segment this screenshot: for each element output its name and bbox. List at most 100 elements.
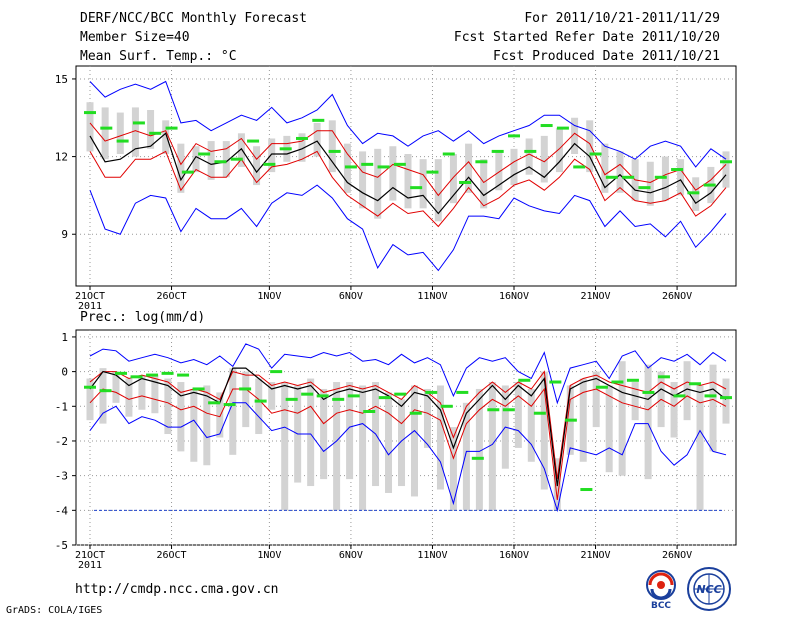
range-bar [385, 392, 393, 493]
range-bar [592, 371, 600, 428]
range-bar [722, 151, 730, 188]
x-year-label: 2011 [78, 301, 102, 312]
range-bar [646, 161, 654, 206]
range-bar [514, 382, 522, 448]
x-tick-label: 11NOV [417, 550, 447, 561]
ncc-logo-text: NCC [696, 583, 721, 596]
range-bar [540, 371, 548, 490]
range-bar [320, 388, 328, 480]
y-tick-label: -1 [55, 400, 68, 413]
y-tick-label: -4 [55, 504, 69, 517]
range-bar [255, 378, 263, 435]
x-tick-label: 16NOV [499, 291, 529, 302]
range-bar [151, 375, 159, 414]
y-tick-label: 0 [61, 366, 68, 379]
range-bar [495, 151, 503, 191]
range-bar [116, 112, 124, 154]
range-bar [177, 143, 185, 193]
range-bar [510, 148, 518, 186]
x-tick-label: 1NOV [257, 291, 281, 302]
range-bar [99, 368, 107, 424]
range-bar [601, 143, 609, 193]
series-line-min [89, 402, 727, 513]
x-tick-label: 11NOV [417, 291, 447, 302]
chart-title: DERF/NCC/BCC Monthly Forecast [80, 11, 307, 26]
panel-title-precip: Prec.: log(mm/d) [80, 310, 205, 325]
y-tick-label: 9 [61, 228, 68, 241]
range-bar [722, 378, 730, 424]
range-bar [525, 138, 533, 175]
range-bar [164, 378, 172, 435]
range-bar [86, 102, 94, 152]
y-tick-label: -5 [55, 539, 68, 552]
x-tick-label: 26NOV [662, 291, 692, 302]
range-bar [419, 159, 427, 209]
range-bar [465, 143, 473, 193]
range-bar [86, 378, 94, 421]
fcst-produced-date: Fcst Produced Date 2011/10/21 [493, 49, 720, 64]
range-bar [328, 120, 336, 173]
range-bar [683, 361, 691, 421]
chart-panel-1: 9 12 15 21OCT 26OCT 1NOV 6NOV 11NOV 16NOV 21NOV 26… [55, 65, 737, 312]
range-bar [229, 368, 237, 455]
range-bar [618, 361, 626, 476]
range-bar [222, 141, 230, 178]
range-bar [203, 385, 211, 466]
range-bar [138, 375, 146, 410]
x-tick-label: 6NOV [339, 291, 363, 302]
range-bar [346, 382, 354, 480]
x-tick-label: 16NOV [499, 550, 529, 561]
series-line-mean [89, 132, 727, 215]
fcst-start-date: Fcst Started Refer Date 2011/10/20 [453, 30, 720, 45]
range-bar [586, 120, 594, 173]
series-line-mean [89, 367, 727, 487]
range-bar [216, 392, 224, 438]
range-bar [162, 120, 170, 154]
range-bar [177, 382, 185, 452]
range-bar [207, 141, 215, 180]
chart-panel-2: -5 -4 -3 -2 -1 0 1 21OCT 26OCT 1NOV 6NOV 11NOV 16NOV… [55, 310, 737, 571]
range-bar [298, 133, 306, 162]
range-bar [644, 364, 652, 480]
range-bar [527, 388, 535, 462]
range-bar [410, 385, 418, 497]
variable-label: Mean Surf. Temp.: °C [80, 49, 237, 64]
x-tick-label: 26NOV [662, 550, 692, 561]
range-bar [307, 378, 315, 487]
source-url[interactable]: http://cmdp.ncc.cma.gov.cn [75, 582, 279, 597]
range-bar [101, 107, 109, 160]
y-tick-label: 15 [55, 73, 68, 86]
range-bar [147, 110, 155, 149]
range-bar [677, 159, 685, 196]
x-year-label: 2011 [78, 560, 102, 571]
range-bar [237, 133, 245, 167]
range-bar [398, 399, 406, 487]
range-bar [462, 402, 470, 511]
series-line-lower [89, 150, 727, 228]
y-tick-label: -2 [55, 435, 68, 448]
x-tick-label: 26OCT [156, 550, 186, 561]
series-line-max [89, 80, 727, 168]
range-bar [605, 385, 613, 473]
range-bar [359, 151, 367, 209]
range-bar [631, 382, 639, 421]
bcc-logo: BCC [646, 570, 676, 610]
range-bar [190, 388, 198, 462]
series-line-max [89, 343, 727, 405]
x-tick-label: 26OCT [156, 291, 186, 302]
x-tick-label: 21NOV [580, 550, 610, 561]
x-tick-label: 21OCT [75, 550, 105, 561]
range-bar [449, 154, 457, 204]
range-bar [579, 378, 587, 462]
range-bar [359, 385, 367, 511]
x-tick-label: 6NOV [339, 550, 363, 561]
x-tick-label: 1NOV [257, 550, 281, 561]
range-bar [268, 138, 276, 173]
range-bar [696, 385, 704, 511]
range-bar [480, 159, 488, 209]
range-bar [475, 388, 483, 511]
range-bar [131, 107, 139, 157]
x-tick-label: 21NOV [580, 291, 610, 302]
range-bar [488, 382, 496, 511]
